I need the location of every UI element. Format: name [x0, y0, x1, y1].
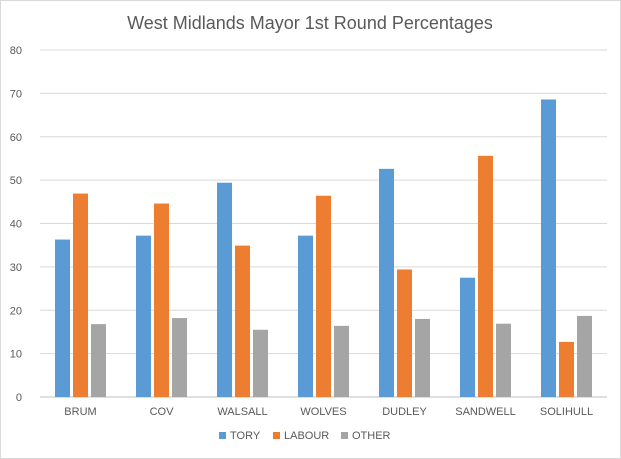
bar-tory-sandwell	[460, 277, 475, 397]
legend-swatch-tory	[219, 432, 226, 439]
bar-other-sandwell	[496, 323, 511, 397]
bar-labour-sandwell	[478, 155, 493, 397]
bar-tory-brum	[55, 239, 70, 397]
y-tick-label: 30	[10, 262, 22, 274]
legend-label-tory: TORY	[230, 430, 261, 442]
bar-other-walsall	[253, 329, 268, 397]
x-axis-ticks: BRUM COV WALSALL WOLVES DUDLEY SANDWELL SOLIHU…	[64, 406, 593, 418]
x-tick-label: WOLVES	[300, 406, 346, 418]
bar-tory-walsall	[217, 182, 232, 397]
x-tick-label: SOLIHULL	[540, 406, 593, 418]
legend-label-labour: LABOUR	[284, 430, 329, 442]
x-tick-label: DUDLEY	[382, 406, 427, 418]
x-tick-label: BRUM	[64, 406, 96, 418]
bar-tory-solihull	[541, 99, 556, 397]
bar-labour-cov	[154, 203, 169, 397]
bar-other-cov	[172, 318, 187, 397]
gridlines	[40, 49, 607, 398]
chart-title: West Midlands Mayor 1st Round Percentage…	[127, 13, 493, 33]
y-tick-label: 80	[10, 45, 22, 57]
legend-label-other: OTHER	[352, 430, 391, 442]
bar-tory-wolves	[298, 235, 313, 397]
legend: TORY LABOUR OTHER	[219, 430, 391, 442]
bars	[55, 99, 592, 397]
bar-other-brum	[91, 324, 106, 397]
y-tick-label: 50	[10, 175, 22, 187]
legend-swatch-other	[341, 432, 348, 439]
x-tick-label: WALSALL	[217, 406, 267, 418]
bar-tory-dudley	[379, 168, 394, 397]
bar-labour-walsall	[235, 245, 250, 397]
bar-labour-dudley	[397, 269, 412, 397]
legend-swatch-labour	[273, 432, 280, 439]
y-tick-label: 40	[10, 219, 22, 231]
bar-labour-wolves	[316, 195, 331, 397]
y-tick-label: 0	[16, 392, 22, 404]
bar-tory-cov	[136, 235, 151, 397]
bar-other-solihull	[577, 315, 592, 397]
bar-other-dudley	[415, 318, 430, 397]
x-tick-label: SANDWELL	[455, 406, 516, 418]
y-axis-ticks: 0 10 20 30 40 50 60 70 80	[10, 45, 22, 404]
y-tick-label: 20	[10, 305, 22, 317]
bar-labour-solihull	[559, 341, 574, 397]
x-tick-label: COV	[150, 406, 175, 418]
bar-other-wolves	[334, 325, 349, 397]
y-tick-label: 10	[10, 349, 22, 361]
bar-labour-brum	[73, 193, 88, 397]
y-tick-label: 70	[10, 88, 22, 100]
y-tick-label: 60	[10, 132, 22, 144]
